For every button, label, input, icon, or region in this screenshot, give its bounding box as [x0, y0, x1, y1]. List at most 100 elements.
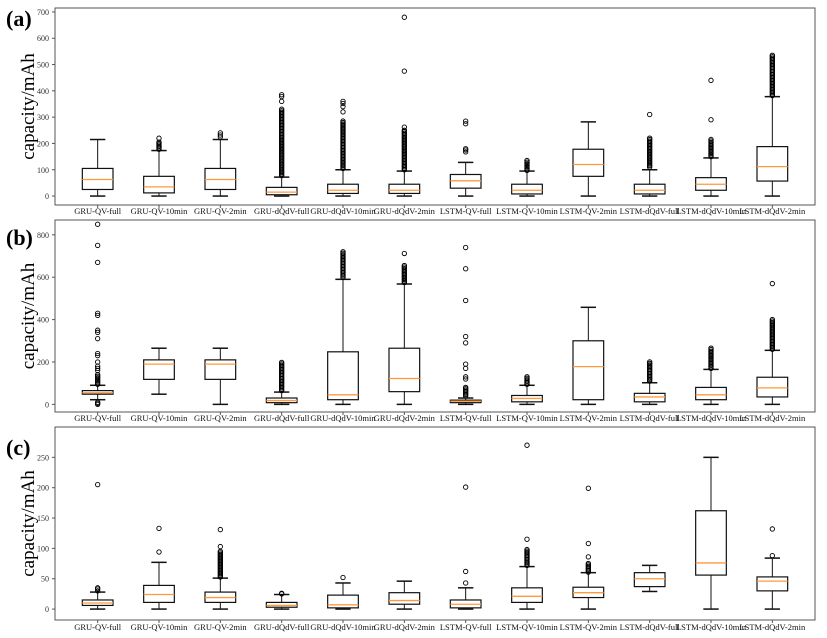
outlier-point	[217, 134, 223, 140]
y-tick-label: 50	[41, 575, 49, 584]
x-tick-label: GRU-QV-2min	[194, 622, 247, 632]
x-tick-label: LSTM-QV-full	[440, 622, 492, 632]
panel-a: (a) capacity/mAh 0 100 200 300 400 500 600 700 GRU…	[6, 6, 816, 216]
outlier-point	[463, 376, 469, 382]
outlier-point	[524, 161, 530, 167]
outlier-point	[95, 482, 101, 488]
box-iqr	[327, 183, 359, 195]
box-LSTM-dQdV-2min	[756, 280, 789, 406]
x-tick-label: LSTM-dQdV-full	[620, 622, 681, 632]
outlier-point	[340, 109, 346, 115]
box-LSTM-QV-2min	[572, 306, 605, 406]
plot-frame	[54, 426, 816, 621]
box-iqr	[388, 592, 421, 605]
box-iqr	[756, 376, 789, 398]
outlier-point	[463, 297, 469, 304]
outlier-point	[217, 548, 224, 555]
outlier-point	[95, 352, 101, 359]
box-GRU-dQdV-10min	[327, 98, 359, 197]
x-tick-label: GRU-dQdV-full	[254, 413, 310, 423]
outlier-point	[401, 250, 407, 257]
x-tick-label: LSTM-dQdV-2min	[739, 622, 806, 632]
x-tick-label: GRU-dQdV-2min	[374, 413, 436, 423]
box-LSTM-dQdV-10min	[695, 456, 727, 610]
outlier-point	[463, 580, 469, 586]
x-tick-label: LSTM-dQdV-2min	[739, 206, 806, 216]
box-iqr	[511, 587, 543, 603]
box-GRU-QV-full	[81, 221, 114, 408]
box-iqr	[633, 572, 666, 588]
outlier-point	[647, 111, 653, 118]
box-LSTM-dQdV-full	[633, 564, 666, 593]
outlier-point	[463, 149, 469, 155]
x-tick-label: LSTM-QV-2min	[560, 413, 618, 423]
y-tick-label: 600	[37, 273, 49, 282]
box-GRU-QV-2min	[204, 130, 237, 197]
box-LSTM-QV-10min	[511, 157, 543, 197]
box-GRU-dQdV-full	[265, 92, 298, 197]
x-tick-label: GRU-QV-10min	[131, 413, 189, 423]
outlier-point	[340, 98, 346, 105]
outlier-point	[217, 132, 223, 138]
box-iqr	[572, 148, 605, 177]
outlier-point	[401, 127, 408, 134]
outlier-point	[279, 590, 285, 596]
outlier-point	[340, 249, 346, 255]
x-tick-label: GRU-dQdV-10min	[310, 206, 376, 216]
box-LSTM-dQdV-full	[633, 111, 666, 197]
x-tick-label: GRU-QV-10min	[131, 622, 189, 632]
x-tick-label: LSTM-QV-2min	[560, 622, 618, 632]
outlier-point	[463, 361, 469, 367]
outlier-point	[278, 106, 285, 112]
outlier-point	[708, 77, 714, 83]
y-tick-label: 700	[37, 8, 49, 17]
outlier-point	[95, 350, 101, 357]
outlier-point	[524, 157, 530, 164]
box-iqr	[327, 594, 359, 609]
panel-label: (c)	[6, 435, 30, 460]
x-tick-label: GRU-dQdV-full	[254, 622, 310, 632]
outlier-point	[585, 554, 591, 560]
outlier-point	[278, 359, 285, 366]
y-tick-label: 300	[37, 113, 49, 122]
outlier-point	[95, 336, 101, 342]
outlier-point	[524, 536, 530, 542]
outlier-point	[95, 242, 101, 249]
box-iqr	[756, 576, 789, 592]
outlier-point	[401, 14, 407, 20]
outlier-point	[279, 98, 285, 105]
outlier-point	[217, 543, 223, 550]
outlier-point	[769, 526, 775, 532]
box-GRU-dQdV-2min	[388, 580, 421, 610]
box-iqr	[695, 510, 727, 576]
box-LSTM-dQdV-2min	[756, 526, 789, 610]
outlier-point	[463, 146, 469, 152]
box-GRU-QV-10min	[143, 347, 175, 395]
outlier-point	[524, 159, 530, 165]
x-tick-label: GRU-dQdV-full	[254, 206, 310, 216]
outlier-point	[340, 103, 346, 110]
outlier-point	[769, 280, 775, 287]
box-GRU-QV-2min	[204, 526, 237, 610]
panel-label: (b)	[6, 225, 33, 250]
box-iqr	[695, 386, 727, 401]
box-LSTM-dQdV-10min	[695, 345, 727, 406]
outlier-point	[463, 333, 469, 340]
box-GRU-dQdV-full	[265, 359, 298, 406]
outlier-point	[524, 442, 530, 448]
box-iqr	[633, 183, 666, 195]
y-axis-label: capacity/mAh	[18, 470, 39, 577]
outlier-point	[94, 373, 101, 379]
outlier-point	[524, 374, 530, 380]
outlier-point	[463, 568, 469, 575]
x-tick-label: LSTM-QV-10min	[496, 622, 558, 632]
outlier-point	[462, 384, 469, 391]
box-LSTM-QV-10min	[511, 374, 543, 406]
box-iqr	[388, 183, 421, 195]
outlier-point	[585, 485, 591, 491]
panel-label: (a)	[6, 6, 32, 31]
box-iqr	[388, 347, 421, 393]
y-tick-label: 100	[37, 166, 49, 175]
outlier-point	[340, 574, 346, 581]
outlier-point	[463, 374, 469, 380]
